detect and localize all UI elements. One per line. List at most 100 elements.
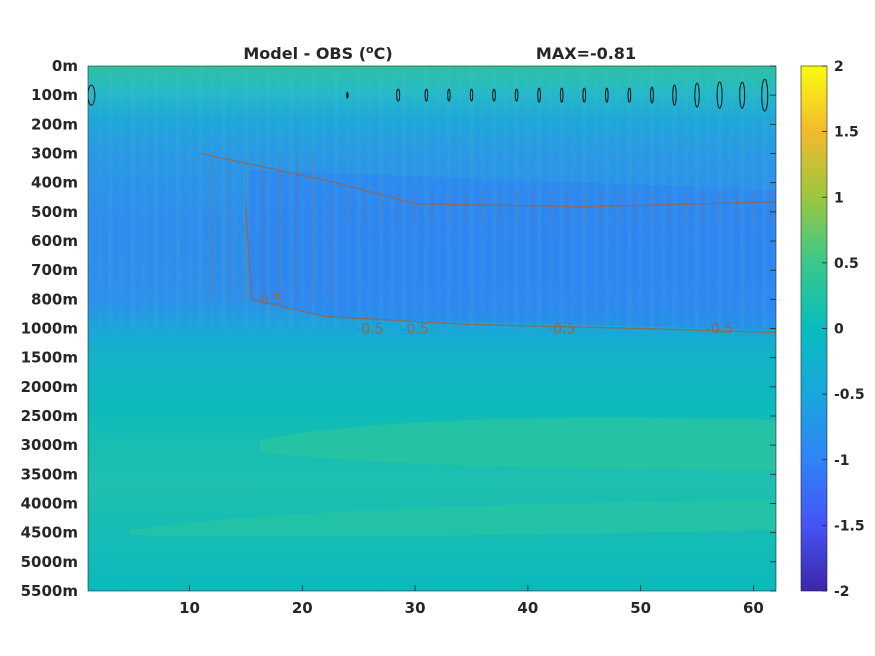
colorbar-tick-label: -1.5 — [834, 518, 865, 534]
y-tick-label: 300m — [31, 145, 78, 163]
colorbar-tick-label: 0.5 — [834, 256, 859, 272]
stripe — [401, 66, 407, 329]
stripe — [130, 66, 136, 329]
y-tick-label: 4000m — [21, 495, 78, 513]
plot-area: -0.5 -0.5 -0.5 -0.5 -0.5 — [88, 66, 776, 591]
stripe — [254, 66, 260, 329]
zero-contour — [88, 84, 96, 106]
zero-contour — [739, 81, 746, 109]
colorbar-tick-label: 2 — [834, 59, 844, 75]
stripe — [198, 66, 203, 329]
colorbar-tick-label: -0.5 — [834, 387, 865, 403]
stripe — [469, 66, 474, 329]
stripe — [232, 66, 237, 329]
stripe — [221, 66, 226, 329]
x-tick-label: 60 — [743, 599, 764, 617]
stripe — [627, 66, 632, 329]
y-axis: 0m 100m 200m 300m 400m 500m 600m 700m 800m 1000m 1… — [21, 57, 776, 600]
zero-contour — [424, 88, 429, 102]
stripe — [706, 66, 711, 329]
y-tick-label: 5000m — [21, 553, 78, 571]
stripe — [367, 66, 373, 329]
stripe — [604, 66, 610, 329]
stripe — [762, 66, 767, 329]
stripe — [728, 66, 734, 329]
zero-contour — [605, 87, 609, 103]
stripe — [536, 66, 542, 329]
x-tick-label: 30 — [405, 599, 426, 617]
y-tick-label: 1000m — [21, 320, 78, 338]
x-tick-label: 10 — [179, 599, 200, 617]
stripe — [739, 66, 745, 329]
y-tick-label: 4500m — [21, 524, 78, 542]
stripe — [88, 66, 91, 329]
contour-label: -0.5 — [356, 322, 383, 338]
stripe — [333, 66, 339, 329]
stripe — [164, 66, 170, 329]
x-tick-label: 20 — [292, 599, 313, 617]
zero-contour — [396, 88, 401, 102]
stripe — [322, 66, 328, 329]
contour-label: -0.5 — [401, 322, 428, 338]
stripe — [661, 66, 666, 329]
stripe — [694, 66, 700, 329]
max-annotation: MAX=-0.81 — [536, 44, 636, 63]
contour-lines: -0.5 -0.5 -0.5 -0.5 -0.5 — [88, 78, 776, 338]
zero-contour — [559, 87, 564, 103]
stripe — [108, 66, 113, 329]
stripe — [266, 66, 271, 329]
stripe — [570, 66, 576, 329]
stripe — [773, 66, 776, 329]
x-tick-label: 50 — [630, 599, 651, 617]
colorbar-axis: 2 1.5 1 0.5 0 -0.5 -1 -1.5 -2 — [822, 59, 865, 600]
chart-title: Model - OBS (oC) — [243, 43, 392, 63]
y-tick-label: 600m — [31, 232, 78, 250]
stripe — [593, 66, 598, 329]
y-tick-label: 500m — [31, 203, 78, 221]
zero-contour — [627, 87, 632, 103]
colorbar-tick-label: 1.5 — [834, 125, 859, 141]
colorbar-tick-label: -1 — [834, 453, 850, 469]
stripe — [457, 66, 463, 329]
zero-contour — [469, 88, 474, 102]
colorbar-tick-label: 1 — [834, 190, 844, 206]
stripe — [424, 66, 429, 329]
contour-label: -0.5 — [706, 322, 733, 338]
stripe — [435, 66, 440, 329]
zero-contour — [346, 91, 349, 99]
y-tick-label: 2500m — [21, 407, 78, 425]
y-tick-label: 2000m — [21, 378, 78, 396]
contour-label: -0.5 — [548, 322, 575, 338]
zero-contour — [716, 81, 723, 109]
y-tick-label: 700m — [31, 261, 78, 279]
stripe — [491, 66, 497, 329]
zero-contour — [761, 78, 769, 112]
y-tick-label: 0m — [52, 57, 78, 75]
stripe — [525, 66, 531, 329]
colorbar-tick-label: -2 — [834, 584, 850, 600]
stripe — [672, 66, 677, 329]
stripe — [97, 66, 102, 329]
zero-contour — [537, 87, 541, 103]
zero-contour — [650, 86, 654, 104]
y-tick-label: 1500m — [21, 349, 78, 367]
x-axis: 10 20 30 40 50 60 — [179, 585, 764, 617]
y-tick-label: 200m — [31, 115, 78, 133]
zero-contour — [492, 88, 496, 102]
y-tick-label: 5500m — [21, 582, 78, 600]
warm-deep-band-2 — [130, 500, 776, 537]
y-tick-label: 400m — [31, 174, 78, 192]
zero-contour — [447, 88, 451, 102]
stripe — [300, 66, 305, 329]
warm-deep-band — [260, 417, 776, 470]
y-tick-label: 800m — [31, 290, 78, 308]
stripe — [503, 66, 508, 329]
stripe — [187, 66, 192, 329]
zero-contour — [694, 82, 700, 108]
zero-contour — [582, 87, 587, 103]
stripe — [176, 66, 181, 329]
stripe — [288, 66, 294, 329]
zero-contour — [672, 84, 677, 106]
y-tick-label: 3500m — [21, 465, 78, 483]
